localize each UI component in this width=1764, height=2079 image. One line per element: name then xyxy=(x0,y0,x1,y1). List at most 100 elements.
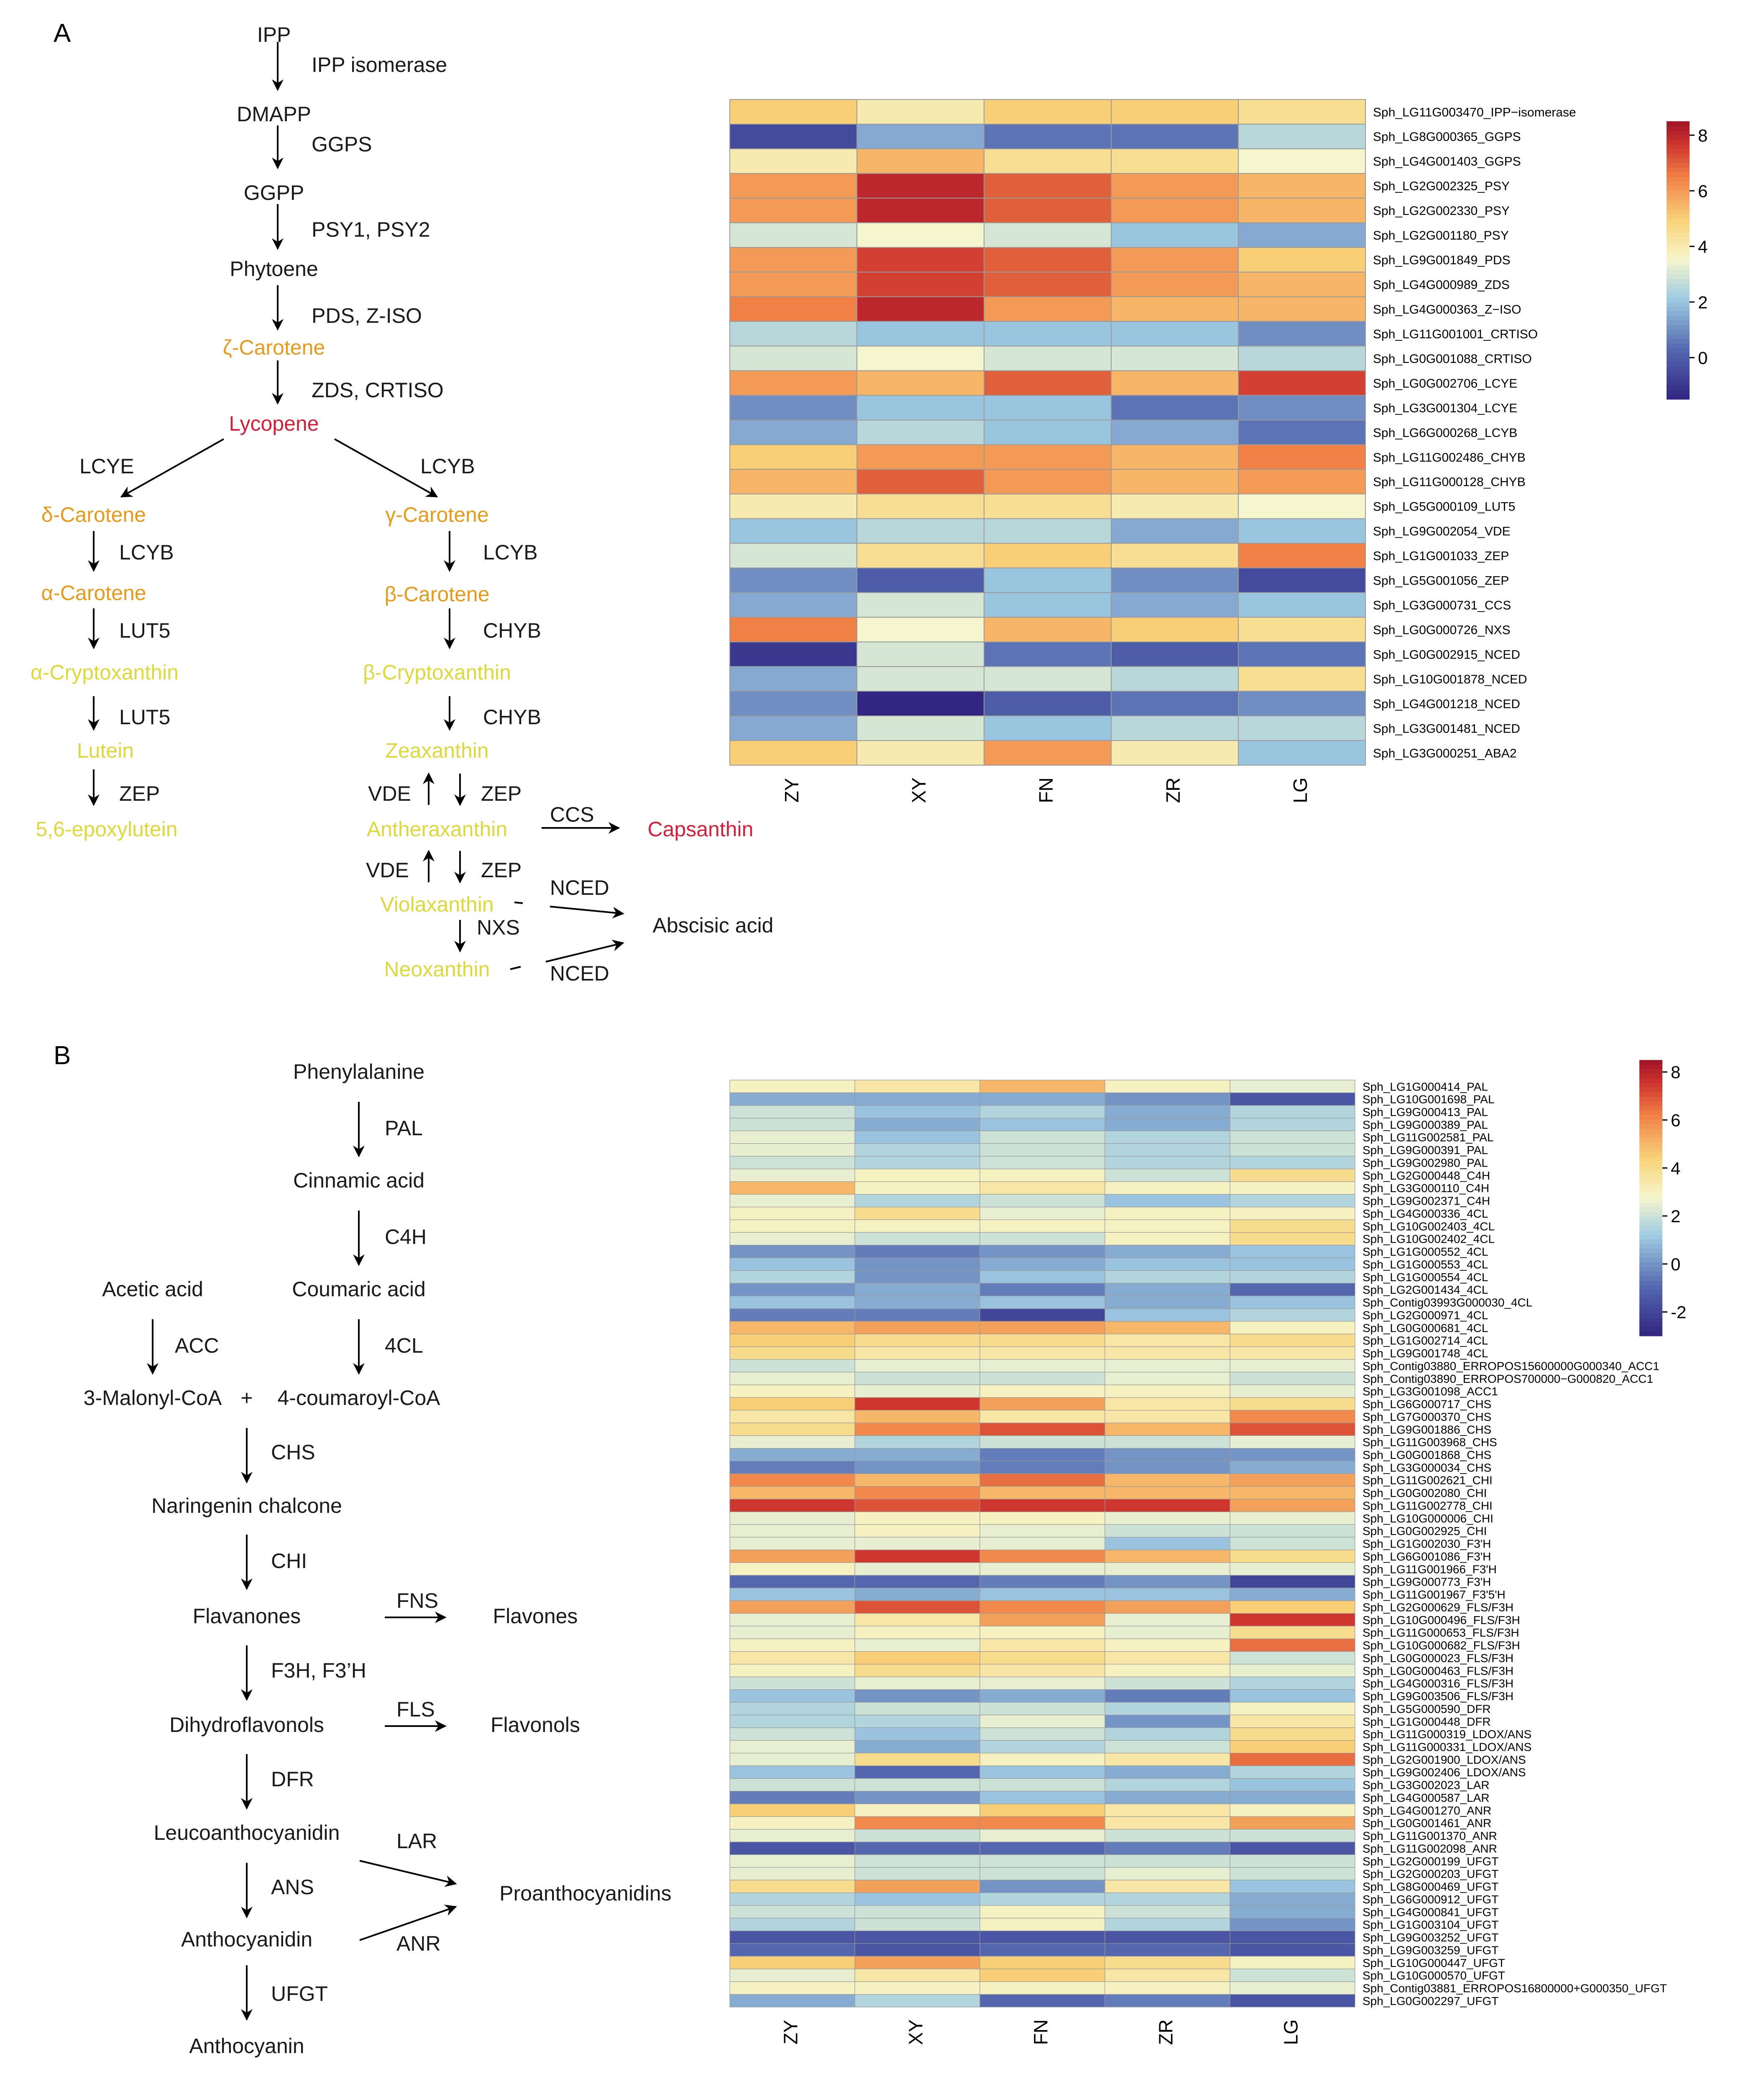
heatmap-cell xyxy=(854,1588,980,1601)
node-coumaroyl-coa: 4-coumaroyl-CoA xyxy=(277,1386,440,1410)
heatmap-cell xyxy=(854,1943,980,1957)
heatmap-cell xyxy=(1111,617,1239,643)
row-label: Sph_LG10G000496_FLS/F3H xyxy=(1363,1614,1520,1627)
heatmap-cell xyxy=(979,1372,1105,1385)
heatmap-cell xyxy=(729,493,857,519)
heatmap-cell xyxy=(729,1791,855,1804)
colorbar-segment xyxy=(1639,1281,1662,1286)
heatmap-cell xyxy=(1230,1194,1355,1208)
heatmap-cell xyxy=(1230,1168,1355,1182)
heatmap-cell xyxy=(854,1283,980,1296)
colorbar-tick-label: -2 xyxy=(1671,1303,1686,1322)
heatmap-cell xyxy=(729,740,857,766)
node-phytoene: Phytoene xyxy=(230,257,318,281)
heatmap-cell xyxy=(979,1384,1105,1398)
heatmap-cell xyxy=(1111,518,1239,544)
colorbar-segment xyxy=(1667,255,1690,261)
heatmap-cell xyxy=(1111,222,1239,248)
colorbar-segment xyxy=(1639,1322,1662,1327)
colorbar-segment xyxy=(1667,246,1690,251)
heatmap-cell xyxy=(854,1372,980,1385)
heatmap-cell xyxy=(729,543,857,569)
heatmap-cell xyxy=(854,1702,980,1716)
heatmap-cell xyxy=(1104,1613,1230,1627)
heatmap-cell xyxy=(729,247,857,273)
heatmap-cell xyxy=(1230,1753,1355,1766)
heatmap-cell xyxy=(979,1473,1105,1487)
heatmap-cell xyxy=(854,1664,980,1677)
heatmap-cell xyxy=(979,1664,1105,1677)
node-beta-cryptoxanthin: β-Cryptoxanthin xyxy=(363,661,511,684)
heatmap-cell xyxy=(984,592,1112,618)
node-neoxanthin: Neoxanthin xyxy=(384,958,490,981)
heatmap-cell xyxy=(979,1676,1105,1690)
heatmap-cell xyxy=(729,1943,855,1957)
heatmap-cell xyxy=(1230,1575,1355,1589)
heatmap-cell xyxy=(979,1880,1105,1893)
heatmap-cell xyxy=(854,1473,980,1487)
heatmap-cell xyxy=(1104,1448,1230,1461)
row-label: Sph_LG2G001180_PSY xyxy=(1373,229,1509,243)
heatmap-cell xyxy=(1230,1232,1355,1246)
heatmap-cell xyxy=(979,1346,1105,1360)
heatmap-cell xyxy=(729,1626,855,1639)
colorbar-segment xyxy=(1667,251,1690,256)
node-antheraxanthin: Antheraxanthin xyxy=(367,817,507,841)
heatmap-cell xyxy=(854,1092,980,1106)
heatmap-cell xyxy=(856,197,984,223)
panel-a-label: A xyxy=(54,19,71,48)
row-label: Sph_LG11G002486_CHYB xyxy=(1373,451,1526,465)
enzyme-lar: LAR xyxy=(396,1829,437,1853)
row-label: Sph_LG9G003259_UFGT xyxy=(1363,1944,1498,1956)
node-naringenin-chalcone: Naringenin chalcone xyxy=(151,1494,342,1517)
heatmap-cell xyxy=(984,321,1112,347)
heatmap-cell xyxy=(729,1550,855,1563)
heatmap-cell xyxy=(1104,1702,1230,1716)
heatmap-cell xyxy=(1104,1994,1230,2007)
heatmap-cell xyxy=(1104,1499,1230,1512)
heatmap-cell xyxy=(729,1473,855,1487)
heatmap-cell xyxy=(1230,1384,1355,1398)
colorbar-segment xyxy=(1639,1262,1662,1267)
node-leucoanthocyanidin: Leucoanthocyanidin xyxy=(154,1821,340,1844)
node-ggpp: GGPP xyxy=(244,181,304,204)
heatmap-cell xyxy=(984,617,1112,643)
colorbar-segment xyxy=(1639,1147,1662,1152)
enzyme-chi: CHI xyxy=(271,1549,307,1573)
heatmap-cell xyxy=(979,1829,1105,1842)
heatmap-cell xyxy=(1230,1740,1355,1754)
heatmap-cell xyxy=(979,1435,1105,1449)
heatmap-cell xyxy=(729,1333,855,1347)
heatmap-cell xyxy=(1230,1702,1355,1716)
row-label: Sph_LG11G001370_ANR xyxy=(1363,1829,1497,1842)
heatmap-cell xyxy=(1104,1727,1230,1741)
heatmap-cell xyxy=(854,1461,980,1474)
heatmap-cell xyxy=(1230,1156,1355,1170)
row-label: Sph_LG1G000552_4CL xyxy=(1363,1245,1488,1258)
heatmap-cell xyxy=(854,1359,980,1373)
heatmap-cell xyxy=(854,1981,980,1995)
heatmap-cell xyxy=(1238,123,1366,149)
heatmap-cell xyxy=(854,1270,980,1284)
row-label: Sph_LG1G000448_DFR xyxy=(1363,1715,1491,1728)
colorbar-segment xyxy=(1667,311,1690,317)
heatmap-cell xyxy=(1230,1448,1355,1461)
heatmap-cell xyxy=(854,1676,980,1690)
heatmap-cell xyxy=(729,518,857,544)
heatmap-cell xyxy=(984,370,1112,396)
heatmap-cell xyxy=(854,1550,980,1563)
heatmap-cell xyxy=(729,1600,855,1614)
heatmap-cell xyxy=(1230,1931,1355,1944)
heatmap-cell xyxy=(1238,395,1366,421)
heatmap-cell xyxy=(729,666,857,692)
row-label: Sph_LG1G000554_4CL xyxy=(1363,1271,1488,1284)
colorbar-segment xyxy=(1667,376,1690,381)
row-label: Sph_LG11G001001_CRTISO xyxy=(1373,327,1538,341)
colorbar-segment xyxy=(1639,1244,1662,1249)
heatmap-cell xyxy=(854,1486,980,1499)
heatmap-cell xyxy=(729,1372,855,1385)
colorbar-segment xyxy=(1667,334,1690,340)
heatmap-cell xyxy=(729,1905,855,1919)
heatmap-cell xyxy=(856,617,984,643)
